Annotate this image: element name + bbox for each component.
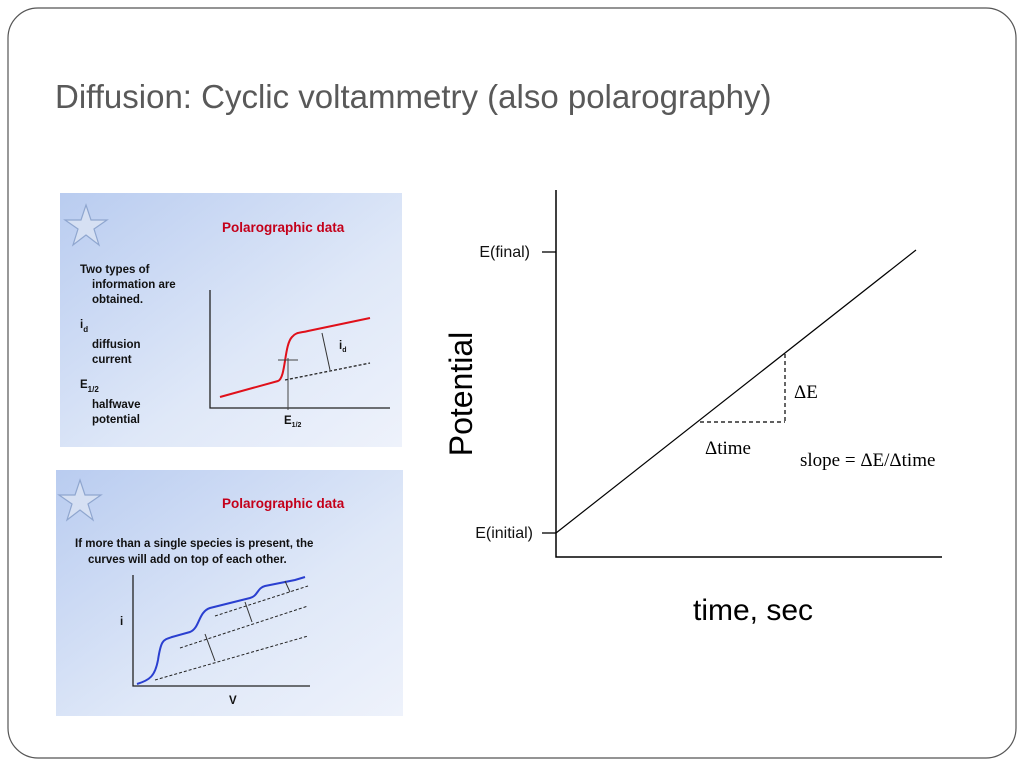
step-marker — [284, 580, 291, 593]
intro-line: curves will add on top of each other. — [88, 554, 287, 566]
id-arrow — [321, 332, 331, 371]
e-desc: halfwave — [92, 399, 141, 411]
graph-id-label: id — [339, 340, 346, 354]
slope-label: slope = ΔE/Δtime — [800, 450, 935, 471]
graph-e-label: E1/2 — [284, 415, 302, 429]
id-desc: diffusion — [92, 339, 141, 351]
slide-title: Diffusion: Cyclic voltammetry (also pola… — [55, 78, 771, 115]
step-marker — [244, 601, 253, 623]
intro-line: obtained. — [92, 294, 143, 306]
panel-background — [56, 470, 403, 716]
baseline — [284, 362, 371, 381]
panel-2: Polarographic data If more than a single… — [56, 470, 403, 716]
intro-line: information are — [92, 279, 176, 291]
star-icon — [63, 203, 109, 247]
potential-ramp — [555, 249, 917, 534]
baseline — [179, 605, 309, 649]
e-symbol: E1/2 — [80, 379, 99, 394]
baseline — [214, 585, 309, 617]
baseline — [154, 635, 309, 681]
diagram-axes — [555, 190, 942, 558]
e-initial-label: E(initial) — [475, 525, 533, 542]
star-icon — [57, 478, 103, 522]
polarogram-curve — [219, 317, 371, 398]
delta-e-label: ΔE — [794, 382, 818, 403]
id-desc: current — [92, 354, 132, 366]
e-final-label: E(final) — [479, 244, 530, 261]
step-marker — [204, 633, 216, 662]
intro-line: Two types of — [80, 264, 150, 276]
x-axis-title: time, sec — [693, 594, 813, 627]
x-axis-label: V — [229, 695, 237, 707]
panel-1: Polarographic data Two types of informat… — [60, 193, 402, 447]
e-desc: potential — [92, 414, 140, 426]
panel-heading: Polarographic data — [222, 220, 345, 235]
polarogram-curve — [136, 576, 306, 685]
panel-heading: Polarographic data — [222, 496, 345, 511]
id-symbol: id — [80, 319, 88, 334]
panel-background — [60, 193, 402, 447]
potential-diagram: E(final) E(initial) ΔE Δtime slope = ΔE/… — [443, 190, 942, 627]
graph-axes — [132, 575, 310, 687]
y-axis-title: Potential — [443, 332, 479, 457]
delta-time-label: Δtime — [705, 438, 751, 459]
graph-axes — [209, 290, 390, 409]
intro-line: If more than a single species is present… — [75, 538, 313, 550]
y-axis-label: i — [120, 616, 123, 628]
